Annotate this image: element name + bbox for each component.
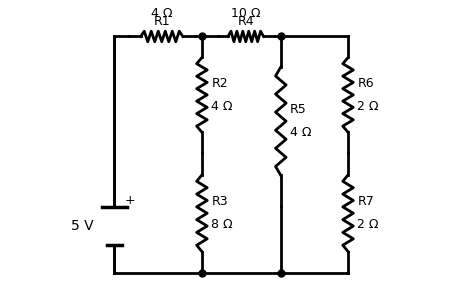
Text: +: + <box>125 194 136 206</box>
Text: 4 Ω: 4 Ω <box>290 126 312 140</box>
Text: R3: R3 <box>211 195 228 208</box>
Text: 4 Ω: 4 Ω <box>151 7 173 20</box>
Text: R7: R7 <box>357 195 374 208</box>
Text: 2 Ω: 2 Ω <box>357 100 379 113</box>
Text: 2 Ω: 2 Ω <box>357 218 379 232</box>
Text: 8 Ω: 8 Ω <box>211 218 233 232</box>
Text: 4 Ω: 4 Ω <box>211 100 233 113</box>
Text: 10 Ω: 10 Ω <box>231 7 261 20</box>
Text: 5 V: 5 V <box>71 219 94 233</box>
Text: R1: R1 <box>154 15 170 28</box>
Text: R5: R5 <box>290 103 307 116</box>
Text: R4: R4 <box>237 15 254 28</box>
Text: R6: R6 <box>357 77 374 90</box>
Text: R2: R2 <box>211 77 228 90</box>
